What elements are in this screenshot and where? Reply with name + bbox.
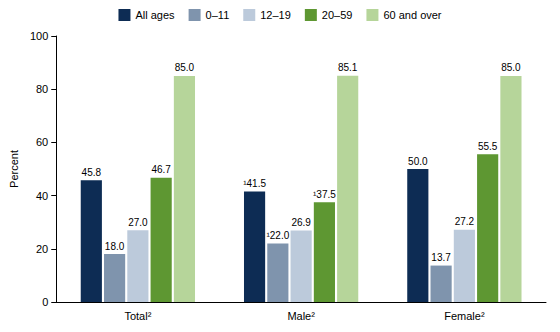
svg-text:85.1: 85.1 xyxy=(338,62,358,73)
svg-text:18.0: 18.0 xyxy=(105,241,125,252)
svg-text:Female²: Female² xyxy=(444,310,485,322)
svg-text:60: 60 xyxy=(36,136,48,148)
svg-text:60 and over: 60 and over xyxy=(383,9,441,21)
svg-text:40: 40 xyxy=(36,190,48,202)
svg-text:Total²: Total² xyxy=(124,310,151,322)
svg-text:Male²: Male² xyxy=(287,310,315,322)
svg-text:26.9: 26.9 xyxy=(291,217,311,228)
svg-text:100: 100 xyxy=(30,30,48,42)
svg-text:45.8: 45.8 xyxy=(82,167,102,178)
svg-text:¹37.5: ¹37.5 xyxy=(313,189,336,200)
svg-text:20–59: 20–59 xyxy=(322,9,353,21)
svg-text:0–11: 0–11 xyxy=(206,9,230,21)
svg-text:All ages: All ages xyxy=(135,9,175,21)
svg-text:20: 20 xyxy=(36,243,48,255)
svg-text:¹41.5: ¹41.5 xyxy=(243,178,266,189)
svg-text:0: 0 xyxy=(42,296,48,308)
svg-text:27.0: 27.0 xyxy=(128,217,148,228)
svg-text:85.0: 85.0 xyxy=(175,62,195,73)
svg-text:85.0: 85.0 xyxy=(501,62,521,73)
svg-text:¹22.0: ¹22.0 xyxy=(266,230,289,241)
svg-text:46.7: 46.7 xyxy=(151,164,171,175)
svg-text:80: 80 xyxy=(36,83,48,95)
svg-text:27.2: 27.2 xyxy=(455,216,475,227)
svg-text:13.7: 13.7 xyxy=(431,252,451,263)
svg-text:Percent: Percent xyxy=(8,150,20,188)
svg-text:55.5: 55.5 xyxy=(478,141,498,152)
svg-text:50.0: 50.0 xyxy=(408,156,428,167)
svg-text:12–19: 12–19 xyxy=(260,9,291,21)
